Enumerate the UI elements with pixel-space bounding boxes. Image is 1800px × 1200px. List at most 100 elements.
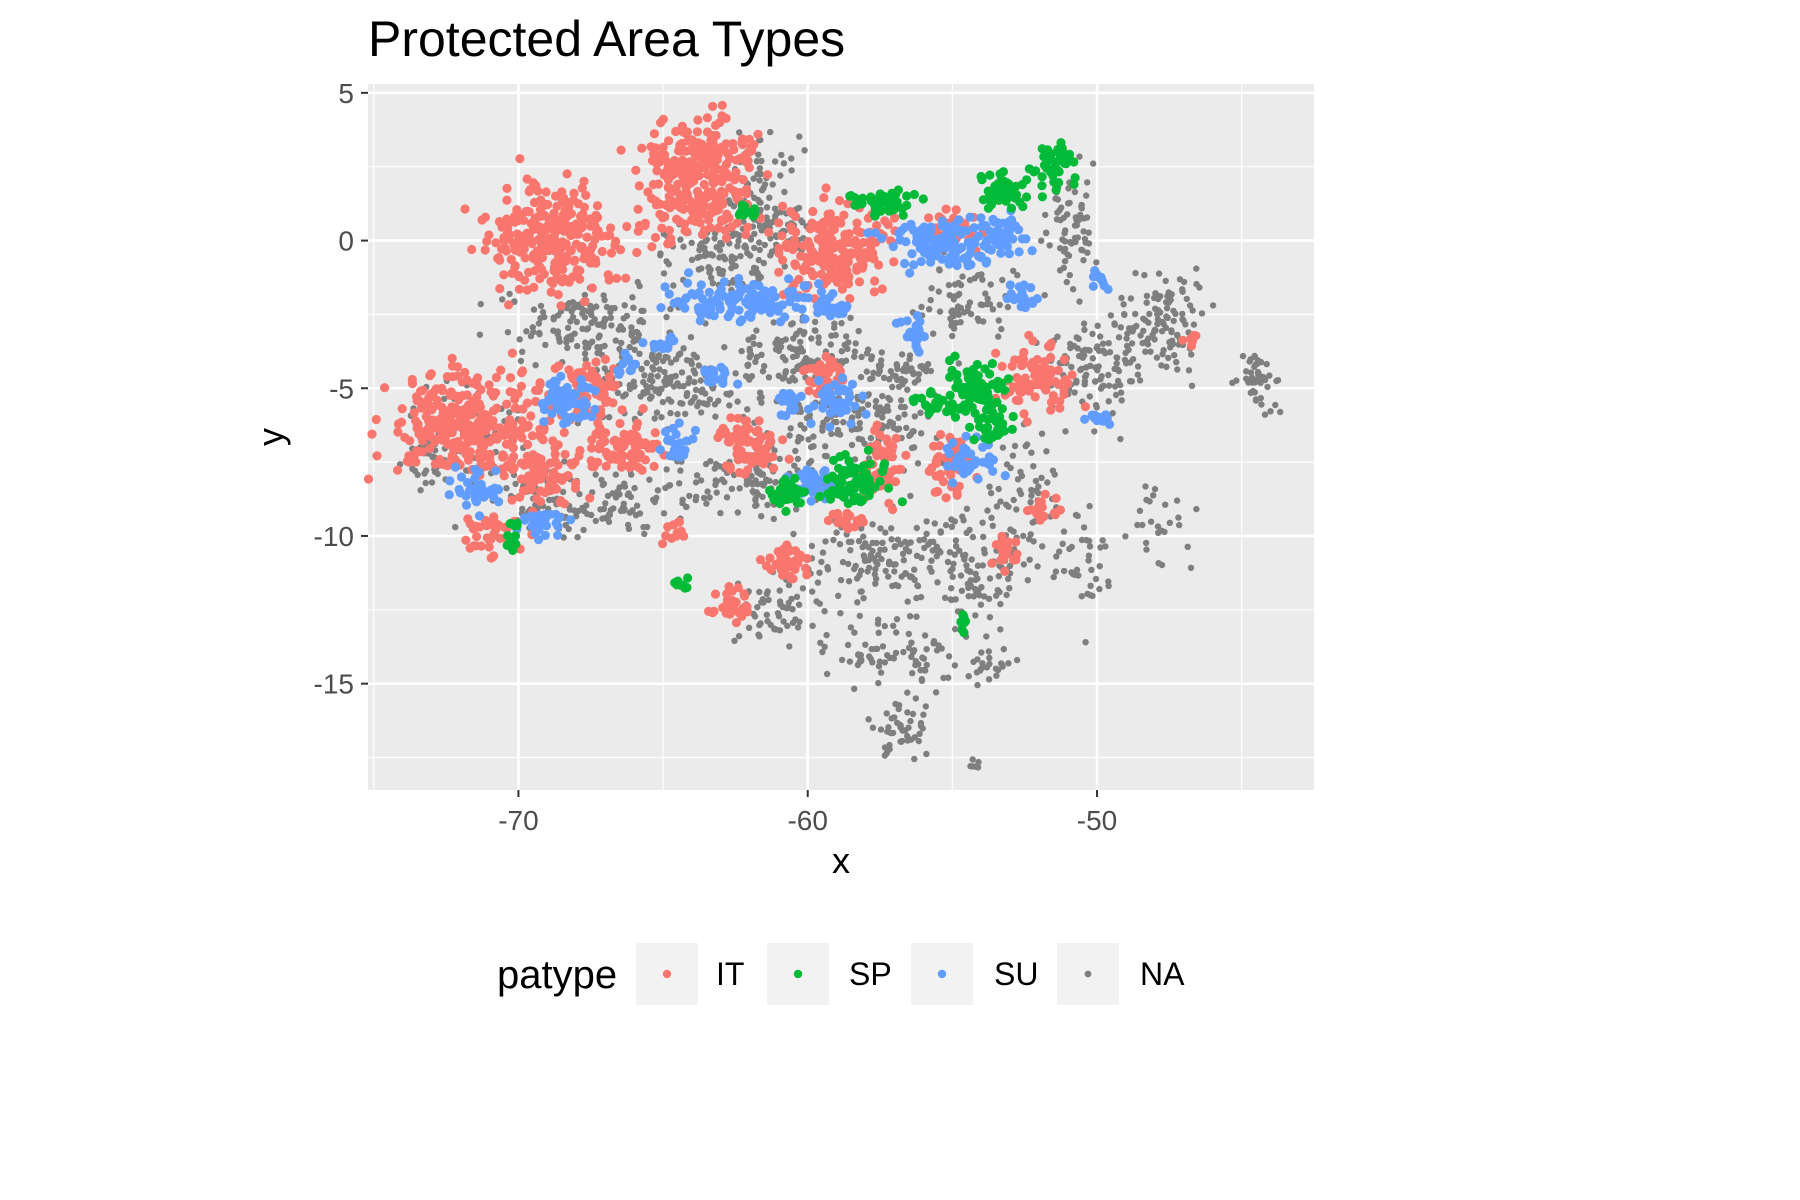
point-na <box>646 376 654 383</box>
point-na <box>952 625 959 633</box>
point-na <box>886 741 893 749</box>
point-na <box>696 253 703 260</box>
point-na <box>911 413 918 420</box>
point-na <box>1142 539 1150 547</box>
point-it <box>723 437 734 447</box>
point-su <box>974 251 984 261</box>
point-it <box>459 441 469 451</box>
point-na <box>1030 538 1037 545</box>
point-it <box>463 514 473 524</box>
point-na <box>886 654 893 662</box>
point-it <box>869 287 880 297</box>
point-na <box>594 321 602 328</box>
point-na <box>667 409 674 417</box>
point-it <box>543 199 553 210</box>
point-it <box>987 558 997 568</box>
point-it <box>405 436 415 446</box>
point-it <box>597 246 607 257</box>
point-na <box>519 348 526 355</box>
point-it <box>753 425 763 435</box>
point-na <box>989 306 997 313</box>
point-na <box>751 230 758 238</box>
point-su <box>700 365 710 375</box>
point-na <box>634 278 641 286</box>
point-su <box>981 258 991 268</box>
point-na <box>1117 435 1124 443</box>
point-it <box>530 464 540 474</box>
point-na <box>746 376 753 383</box>
point-na <box>512 480 519 488</box>
point-na <box>683 503 690 511</box>
point-na <box>906 613 914 620</box>
point-na <box>880 408 887 415</box>
point-na <box>1043 448 1050 455</box>
point-na <box>920 666 928 674</box>
point-it <box>1055 396 1065 406</box>
point-na <box>1127 359 1134 366</box>
point-it <box>991 540 1001 550</box>
point-na <box>523 328 530 335</box>
point-it <box>573 229 583 239</box>
point-su <box>1019 280 1029 290</box>
point-na <box>1085 240 1093 247</box>
point-it <box>997 545 1007 556</box>
point-na <box>986 654 993 662</box>
point-sp <box>1037 144 1047 154</box>
point-it <box>695 160 706 171</box>
point-sp <box>978 382 988 392</box>
point-it <box>817 228 828 238</box>
point-na <box>755 631 762 638</box>
point-it <box>524 267 534 277</box>
point-na <box>984 507 991 514</box>
point-na <box>765 596 772 604</box>
point-it <box>692 127 703 137</box>
point-sp <box>1008 411 1018 422</box>
point-na <box>1003 461 1011 468</box>
point-na <box>658 414 665 421</box>
point-na <box>883 710 890 717</box>
point-it <box>721 113 731 123</box>
point-na <box>1121 311 1128 318</box>
point-na <box>740 218 747 225</box>
point-sp <box>875 476 885 486</box>
point-na <box>946 549 954 556</box>
point-na <box>1157 293 1164 300</box>
point-sp <box>1001 177 1012 188</box>
point-na <box>1094 322 1101 329</box>
point-it <box>1017 376 1027 386</box>
point-su <box>587 412 597 422</box>
point-su <box>1014 247 1024 257</box>
point-it <box>1019 347 1029 357</box>
point-na <box>745 624 753 631</box>
point-it <box>575 274 585 284</box>
point-na <box>877 525 884 532</box>
point-su <box>806 418 816 429</box>
point-su <box>837 373 848 383</box>
point-it <box>1046 365 1056 375</box>
point-su <box>1020 302 1030 313</box>
point-sp <box>968 364 978 375</box>
point-su <box>733 379 743 389</box>
point-na <box>1080 524 1088 531</box>
point-na <box>1006 562 1014 570</box>
point-na <box>1166 519 1174 526</box>
point-na <box>767 252 774 259</box>
point-na <box>810 433 817 440</box>
point-na <box>786 643 793 650</box>
point-na <box>918 554 925 561</box>
point-na <box>1144 341 1152 348</box>
point-na <box>770 319 777 326</box>
point-na <box>655 352 663 359</box>
point-na <box>679 496 686 503</box>
point-na <box>1175 514 1182 521</box>
point-it <box>587 443 597 453</box>
point-na <box>868 355 875 363</box>
point-na <box>747 252 754 259</box>
point-su <box>942 224 952 234</box>
point-na <box>756 223 764 230</box>
point-it <box>606 223 616 233</box>
point-it <box>1050 377 1060 387</box>
point-it <box>632 447 642 457</box>
point-na <box>625 525 633 532</box>
point-na <box>1074 512 1081 520</box>
